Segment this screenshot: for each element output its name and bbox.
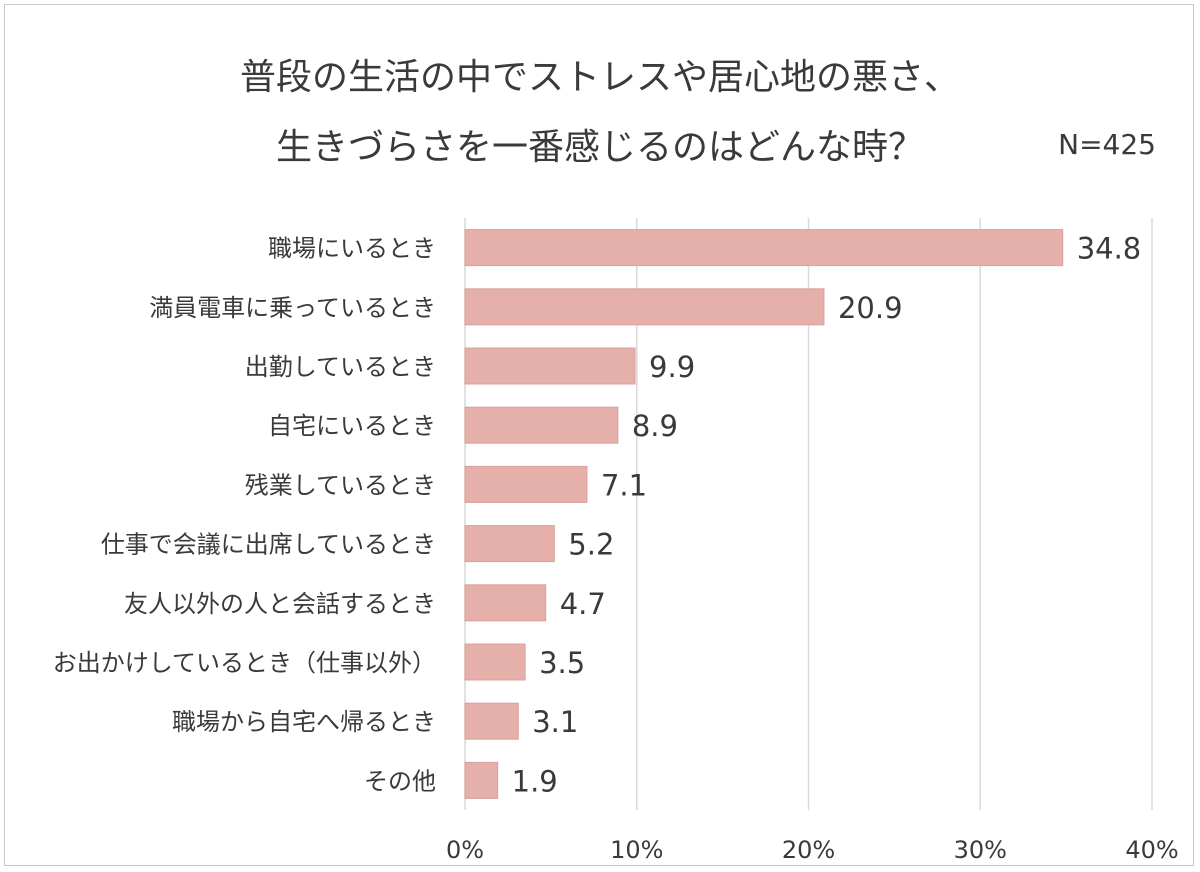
data-label: 4.7 — [560, 587, 606, 621]
bar — [464, 702, 519, 740]
category-label: 出勤しているとき — [245, 353, 436, 381]
category-label: 友人以外の人と会話するとき — [124, 590, 436, 618]
data-label: 3.5 — [539, 646, 585, 680]
bar — [464, 347, 636, 385]
category-label: その他 — [364, 767, 436, 795]
chart-title: 普段の生活の中でストレスや居心地の悪さ、 — [239, 57, 960, 98]
bar — [464, 465, 588, 503]
sample-size-note: N=425 — [1058, 128, 1156, 161]
bar — [464, 761, 499, 799]
bar — [464, 229, 1064, 267]
bar — [464, 525, 555, 563]
bar — [464, 643, 526, 681]
category-label: 残業しているとき — [245, 471, 436, 499]
data-label: 34.8 — [1077, 232, 1142, 266]
data-label: 20.9 — [838, 291, 903, 325]
x-tick-label: 10% — [610, 836, 663, 864]
category-label: 職場から自宅へ帰るとき — [172, 708, 436, 736]
category-label: お出かけしているとき（仕事以外） — [53, 649, 436, 677]
data-label: 8.9 — [632, 409, 678, 443]
data-label: 9.9 — [649, 350, 695, 384]
category-label: 職場にいるとき — [268, 235, 436, 263]
bar — [464, 584, 547, 622]
data-label: 5.2 — [568, 528, 614, 562]
chart-subtitle: 生きづらさを一番感じるのはどんな時？ — [275, 127, 924, 168]
data-label: 3.1 — [532, 705, 578, 739]
x-tick-label: 20% — [782, 836, 835, 864]
category-label: 仕事で会議に出席しているとき — [101, 531, 436, 559]
x-tick-label: 0% — [446, 836, 484, 864]
bar — [464, 406, 619, 444]
data-label: 1.9 — [512, 764, 558, 798]
bar — [464, 288, 825, 326]
x-tick-label: 30% — [954, 836, 1007, 864]
category-label: 自宅にいるとき — [268, 412, 436, 440]
category-label: 満員電車に乗っているとき — [149, 294, 436, 322]
x-tick-label: 40% — [1125, 836, 1178, 864]
data-label: 7.1 — [601, 468, 647, 502]
